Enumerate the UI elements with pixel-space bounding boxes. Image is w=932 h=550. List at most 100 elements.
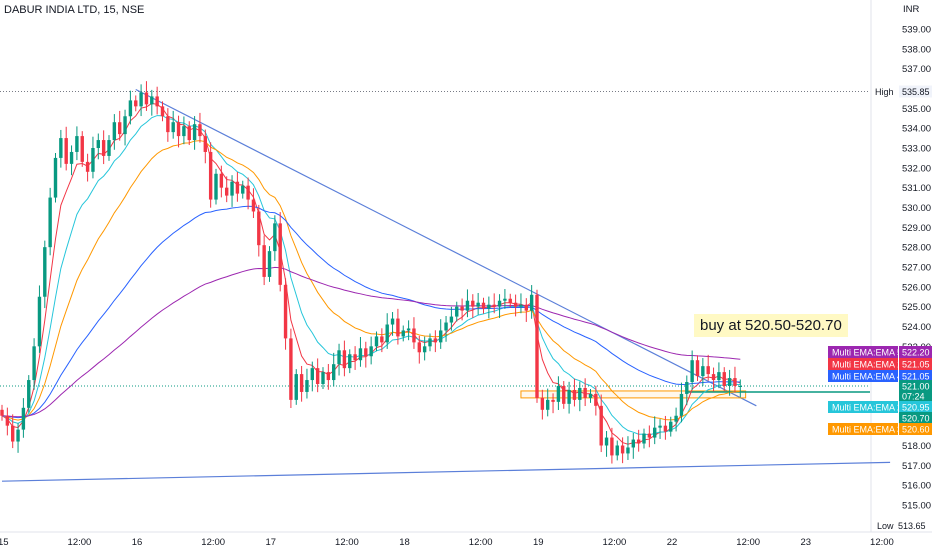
candle-body	[332, 364, 336, 381]
x-tick-label: 12:00	[335, 537, 359, 548]
buy-annotation[interactable]: buy at 520.50-520.70	[694, 314, 848, 337]
chart-title: DABUR INDIA LTD, 15, NSE	[4, 4, 145, 16]
candle-body	[262, 245, 266, 277]
candle-body	[80, 136, 84, 162]
candle-body	[492, 304, 496, 307]
candle-body	[5, 415, 10, 426]
ema-tag-name: Multi EMA:EMA 4	[832, 372, 902, 382]
trendline-2	[1, 461, 891, 482]
value-tag-bg	[899, 370, 932, 382]
y-tick-label: 527.00	[902, 263, 931, 274]
candle-body	[717, 372, 721, 381]
value-tag: 520.60	[902, 425, 930, 435]
candle-body	[11, 425, 15, 442]
candle-body	[225, 187, 229, 196]
time-axis: 15 12:00 16 12:00 17 12:00 18 12:00 19 12:00 22 12:…	[0, 537, 894, 548]
candle-body	[733, 378, 737, 386]
candle-body	[417, 342, 421, 353]
x-tick-label: 17	[266, 537, 277, 548]
value-tag: 07:24	[902, 392, 925, 402]
x-tick-label: 22	[667, 537, 678, 548]
y-tick-label: 531.00	[902, 183, 931, 194]
candle-body	[679, 393, 684, 416]
candle-body	[96, 140, 100, 148]
candle-body	[546, 399, 550, 410]
candle-body	[299, 374, 304, 392]
candle-body	[711, 374, 716, 381]
buy-zone-box	[520, 390, 747, 399]
value-tag-bg	[899, 358, 932, 370]
ema-tag-name: Multi EMA:EMA 5	[832, 348, 902, 358]
y-tick-label: 538.00	[902, 44, 931, 55]
candle-body	[722, 372, 726, 386]
candle-body	[342, 350, 347, 369]
candle-body	[594, 393, 598, 406]
candle-body	[433, 338, 438, 343]
value-tag: 520.70	[902, 414, 930, 424]
candle-body	[235, 181, 240, 194]
candle-body	[572, 389, 577, 400]
ema-line-3	[1, 140, 741, 421]
y-tick-label: 517.00	[902, 461, 931, 472]
candle-body	[144, 92, 149, 105]
candle-body	[198, 124, 202, 137]
candle-body	[273, 223, 277, 252]
candle-body	[476, 302, 480, 307]
x-tick-label: 12:00	[68, 537, 92, 548]
candle-body	[315, 368, 320, 385]
candle-body	[562, 386, 566, 404]
candle-body	[727, 378, 732, 386]
candle-body	[214, 173, 218, 200]
price-axis: INR515.00516.00517.00518.00519.00520.005…	[902, 4, 931, 512]
candle-body	[176, 122, 181, 137]
ema-line-2	[1, 115, 741, 436]
candle-body	[535, 294, 539, 398]
value-tag-bg	[899, 390, 932, 402]
ema-tag-bg	[828, 423, 898, 435]
candle-body	[150, 96, 154, 105]
candle-body	[305, 380, 309, 392]
y-tick-label: 533.00	[902, 144, 931, 155]
candle-body	[588, 393, 593, 398]
candle-body	[487, 304, 491, 309]
candle-body	[128, 100, 133, 117]
candle-body	[663, 425, 668, 432]
candle-body	[674, 415, 678, 422]
zones	[520, 390, 870, 399]
candle-body	[358, 348, 363, 361]
candle-body	[449, 316, 454, 323]
trendline-1	[135, 88, 757, 407]
high-value: 535.85	[902, 87, 930, 97]
ema-tag-bg	[828, 370, 898, 382]
low-label: Low	[877, 521, 894, 531]
ema-line-5	[1, 266, 741, 418]
candle-body	[604, 437, 609, 446]
candle-body	[251, 199, 256, 212]
x-tick-label: 19	[533, 537, 544, 548]
candle-body	[519, 304, 523, 307]
candle-body	[246, 185, 250, 200]
y-tick-label: 529.00	[902, 223, 931, 234]
candle-body	[669, 421, 673, 432]
candle-body	[91, 148, 95, 172]
value-tag: 521.00	[902, 382, 930, 392]
y-tick-label: 528.00	[902, 243, 931, 254]
candle-body	[48, 197, 52, 248]
candle-body	[219, 173, 224, 188]
x-tick-label: 15	[0, 537, 9, 548]
candle-body	[118, 122, 122, 135]
candle-body	[187, 126, 191, 141]
candle-body	[192, 124, 197, 141]
candle-body	[636, 439, 641, 444]
candle-body	[524, 304, 528, 311]
candle-body	[599, 405, 603, 446]
candle-body	[0, 409, 4, 416]
candle-body	[439, 330, 443, 343]
value-tag: 522.20	[902, 348, 930, 358]
value-tag-bg	[899, 401, 932, 413]
candle-body	[208, 151, 213, 200]
candle-body	[556, 386, 561, 402]
y-tick-label: 524.00	[902, 322, 931, 333]
